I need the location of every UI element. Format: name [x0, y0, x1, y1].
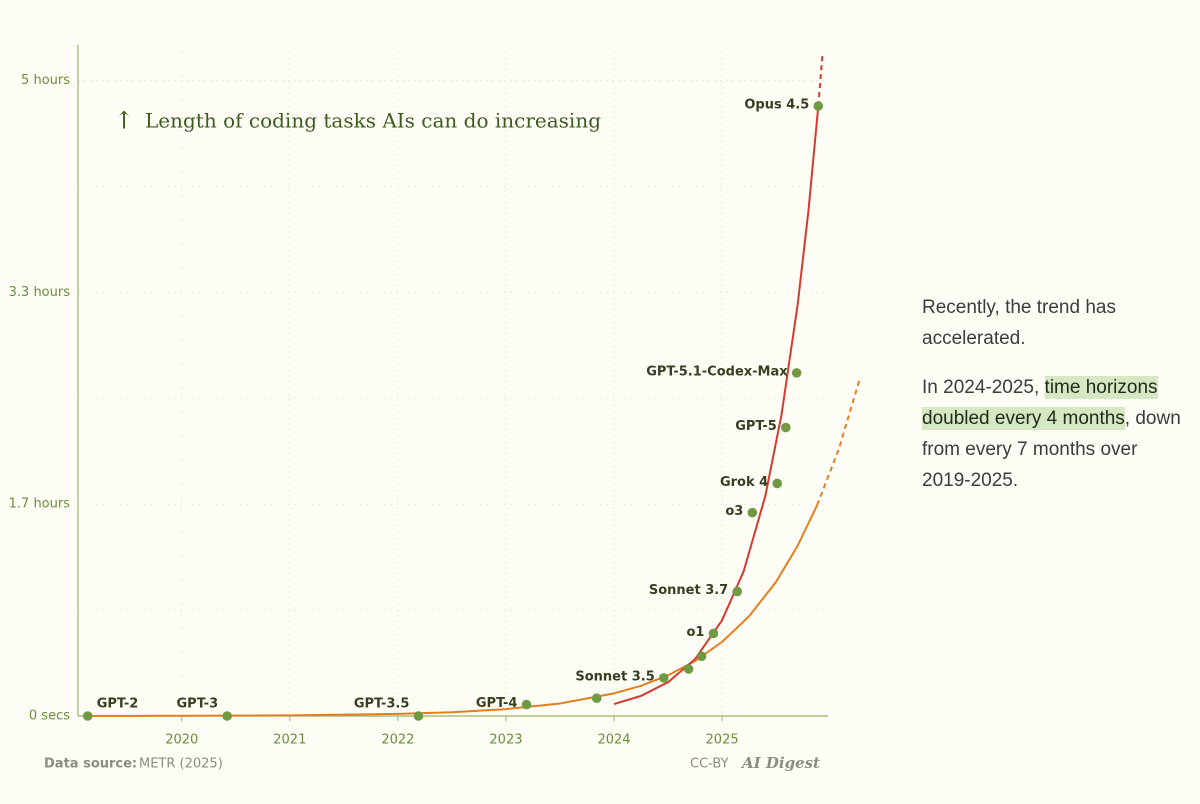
trend-line — [817, 52, 824, 107]
y-tick-label: 1.7 hours — [9, 497, 71, 512]
data-point — [222, 711, 232, 721]
trend-line — [816, 380, 861, 506]
x-tick-label: 2025 — [706, 733, 739, 748]
point-label: GPT-4 — [476, 696, 518, 711]
text: In 2024-2025, — [922, 377, 1045, 398]
data-point — [413, 711, 424, 721]
sidebar: Recently, the trend has accelerated. In … — [922, 292, 1187, 514]
x-tick-label: 2020 — [165, 733, 198, 748]
x-tick-label: 2023 — [489, 733, 522, 748]
data-point — [591, 693, 602, 704]
point-label: GPT-5.1-Codex-Max — [646, 364, 788, 379]
x-tick-label: 2024 — [597, 733, 630, 748]
paragraph: In 2024-2025, time horizons doubled ever… — [922, 372, 1187, 496]
y-tick-label: 3.3 hours — [9, 285, 71, 300]
point-label: Sonnet 3.5 — [575, 669, 654, 684]
point-label: Grok 4 — [720, 475, 768, 490]
paragraph: Recently, the trend has accelerated. — [922, 292, 1187, 354]
data-point — [521, 699, 532, 710]
point-label: o3 — [725, 504, 743, 519]
x-tick-label: 2022 — [381, 733, 414, 748]
chart: ↑ Length of coding tasks AIs can do incr… — [9, 45, 861, 772]
y-tick-label: 0 secs — [29, 709, 70, 724]
data-point — [813, 101, 824, 111]
brand: AI Digest — [740, 754, 820, 772]
data-point — [658, 673, 669, 683]
y-tick-label: 5 hours — [21, 73, 70, 88]
trend-line — [87, 504, 819, 717]
point-label: GPT-2 — [97, 697, 139, 712]
data-point — [708, 628, 719, 639]
point-label: Opus 4.5 — [744, 98, 809, 113]
title-arrow: ↑ — [114, 107, 134, 135]
data-point — [732, 586, 743, 597]
data-point — [791, 368, 802, 378]
x-tick-label: 2021 — [273, 733, 306, 748]
point-label: GPT-5 — [735, 419, 777, 434]
point-label: GPT-3.5 — [354, 697, 410, 712]
data-point — [683, 664, 694, 674]
text: Recently, the trend has accelerated. — [922, 297, 1116, 349]
data-point — [772, 478, 783, 489]
source: METR (2025) — [139, 757, 223, 772]
data-point — [747, 507, 758, 518]
point-label: GPT-3 — [177, 697, 219, 712]
chart-title: Length of coding tasks AIs can do increa… — [145, 109, 601, 133]
trend-line — [613, 105, 820, 706]
point-label: Sonnet 3.7 — [649, 583, 728, 598]
data-point — [82, 711, 93, 721]
text: , down from every 7 months over 2019-202… — [922, 408, 1181, 491]
source-label: Data source: — [44, 757, 137, 772]
data-point — [781, 422, 791, 433]
point-label: o1 — [686, 625, 704, 640]
data-point — [696, 651, 707, 662]
license: CC-BY — [690, 757, 729, 772]
